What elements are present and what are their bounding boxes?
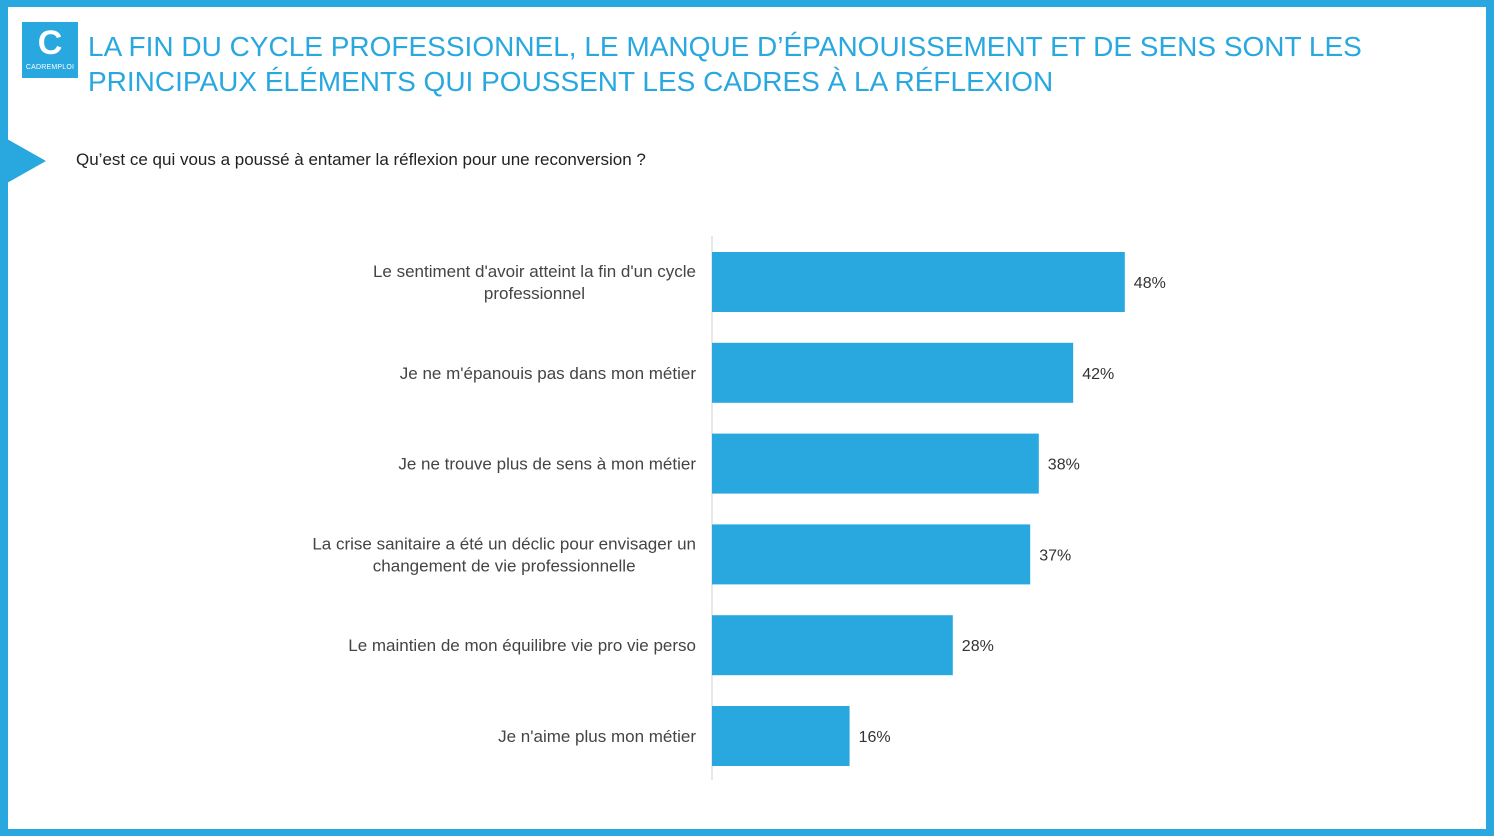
bar-3: [712, 433, 1039, 494]
category-label-line: Le sentiment d'avoir atteint la fin d'un…: [373, 262, 696, 281]
value-label-1: 48%: [1134, 275, 1166, 292]
title-line-2: PRINCIPAUX ÉLÉMENTS QUI POUSSENT LES CAD…: [88, 66, 1054, 97]
value-label-5: 28%: [962, 638, 994, 655]
category-label-line: Je ne trouve plus de sens à mon métier: [398, 455, 696, 474]
bar-2: [712, 342, 1074, 403]
bar-6: [712, 706, 850, 766]
logo-wordmark: CADREMPLOI: [25, 64, 75, 71]
category-label-5: Le maintien de mon équilibre vie pro vie…: [348, 636, 696, 655]
category-label-line: Je n'aime plus mon métier: [498, 727, 696, 746]
category-label-line: Je ne m'épanouis pas dans mon métier: [400, 364, 697, 383]
category-label-6: Je n'aime plus mon métier: [498, 727, 696, 746]
category-label-4: La crise sanitaire a été un déclic pour …: [312, 534, 696, 575]
category-label-line: La crise sanitaire a été un déclic pour …: [312, 534, 696, 553]
arrow-right-icon: [0, 135, 46, 187]
question-text: Qu’est ce qui vous a poussé à entamer la…: [76, 150, 646, 169]
page-title: LA FIN DU CYCLE PROFESSIONNEL, LE MANQUE…: [88, 29, 1418, 99]
logo-letter: C: [37, 24, 63, 62]
value-label-4: 37%: [1039, 547, 1071, 564]
value-label-2: 42%: [1082, 366, 1114, 383]
bar-1: [712, 252, 1125, 312]
category-label-line: Le maintien de mon équilibre vie pro vie…: [348, 636, 696, 655]
category-label-1: Le sentiment d'avoir atteint la fin d'un…: [373, 262, 696, 303]
category-label-line: professionnel: [484, 284, 585, 303]
value-label-6: 16%: [859, 729, 891, 746]
category-label-3: Je ne trouve plus de sens à mon métier: [398, 455, 696, 474]
cadremploi-logo: C CADREMPLOI: [22, 22, 78, 78]
category-label-2: Je ne m'épanouis pas dans mon métier: [400, 364, 697, 383]
slide: C CADREMPLOI LA FIN DU CYCLE PROFESSIONN…: [0, 7, 1486, 829]
bar-4: [712, 524, 1031, 585]
bar-5: [712, 615, 953, 676]
value-label-3: 38%: [1048, 457, 1080, 474]
title-line-1: LA FIN DU CYCLE PROFESSIONNEL, LE MANQUE…: [88, 31, 1362, 62]
category-label-line: changement de vie professionnelle: [373, 556, 636, 575]
